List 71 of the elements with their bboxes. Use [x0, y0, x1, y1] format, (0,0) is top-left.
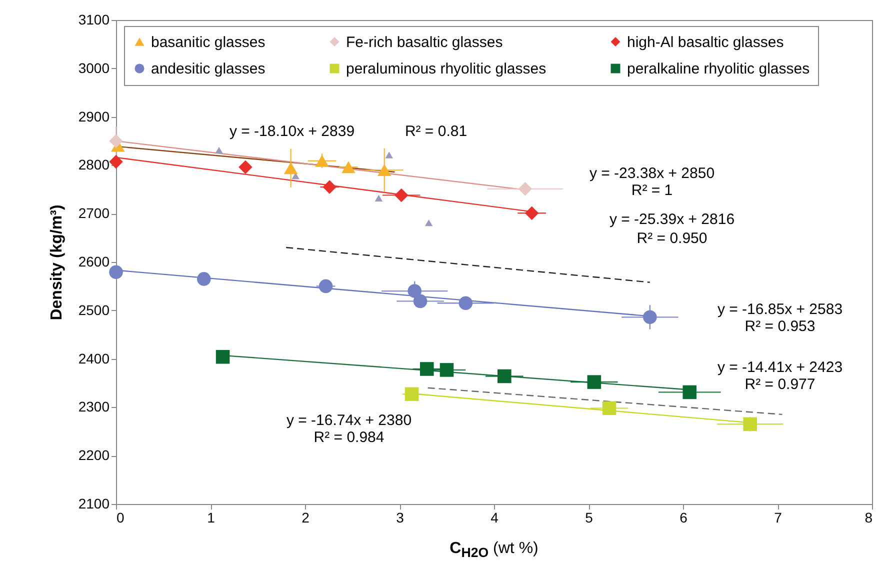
point [377, 164, 392, 176]
x-tick-label: 7 [774, 510, 782, 526]
point [458, 296, 473, 310]
point [109, 265, 123, 280]
point [498, 369, 512, 384]
point [109, 134, 123, 148]
annotation: R² = 0.953 [744, 318, 816, 335]
annotation: y = -16.74x + 2380 [286, 412, 412, 429]
annotation: R² = 0.984 [314, 429, 384, 446]
point [404, 387, 419, 402]
point [518, 182, 532, 196]
point [524, 206, 539, 220]
y-tick-label: 2200 [78, 447, 110, 464]
point [215, 146, 223, 154]
point [420, 362, 434, 376]
y-axis-title: Density (kg/m³) [48, 204, 66, 320]
point [408, 284, 422, 298]
point [440, 363, 454, 377]
y-tick-label: 2100 [78, 496, 110, 512]
y-tick-label: 3100 [78, 12, 110, 28]
legend-label: high-Al basaltic glasses [627, 34, 784, 51]
legend-label: Fe-rich basaltic glasses [346, 34, 503, 51]
point [394, 188, 408, 202]
y-tick-label: 2300 [78, 398, 110, 415]
point [318, 279, 333, 294]
annotation: R² = 1 [631, 182, 673, 199]
point [342, 161, 356, 174]
point [238, 160, 252, 174]
point [216, 350, 230, 364]
point [682, 385, 697, 400]
x-axis-title: C$_{H2O}$ (wt %) [448, 540, 540, 560]
legend-label: basanitic glasses [151, 34, 266, 51]
annotation: R² = 0.950 [636, 230, 708, 247]
x-tick-label: 8 [864, 510, 873, 526]
point [284, 162, 298, 174]
legend-label: andesitic glasses [151, 60, 266, 78]
point [602, 401, 616, 416]
point [109, 154, 123, 169]
point [643, 310, 657, 324]
y-tick-label: 2800 [78, 156, 110, 173]
point [315, 154, 329, 167]
annotation: y = -18.10x + 2839 [229, 123, 355, 140]
x-tick-label: 0 [116, 510, 124, 526]
point [322, 180, 336, 194]
y-tick-label: 3000 [78, 60, 110, 76]
annotation: y = -23.38x + 2850 [589, 165, 715, 182]
legend-label: peraluminous rhyolitic glasses [346, 60, 546, 78]
legend-label: peralkaline rhyolitic glasses [627, 60, 810, 78]
point [587, 375, 602, 389]
point [424, 219, 433, 226]
point [385, 152, 393, 158]
y-tick-label: 2400 [78, 350, 110, 366]
x-tick-label: 2 [302, 510, 310, 526]
y-tick-label: 2500 [78, 302, 110, 318]
y-tick-label: 2600 [78, 254, 110, 270]
annotation: R² = 0.977 [744, 376, 816, 393]
annotation: y = -14.41x + 2423 [717, 359, 843, 376]
y-tick-label: 2900 [78, 108, 110, 124]
annotation: R² = 0.81 [404, 123, 468, 140]
annotation: y = -25.39x + 2816 [609, 211, 735, 228]
point [196, 272, 211, 286]
x-tick-label: 3 [396, 510, 404, 526]
point [743, 417, 757, 432]
y-tick-label: 2700 [78, 205, 110, 222]
x-tick-label: 5 [585, 510, 594, 526]
annotation: y = -16.85x + 2583 [717, 301, 843, 318]
x-tick-label: 4 [490, 510, 499, 526]
x-tick-label: 1 [207, 510, 216, 526]
x-tick-label: 6 [680, 510, 688, 526]
point [374, 194, 383, 202]
point [413, 294, 428, 308]
